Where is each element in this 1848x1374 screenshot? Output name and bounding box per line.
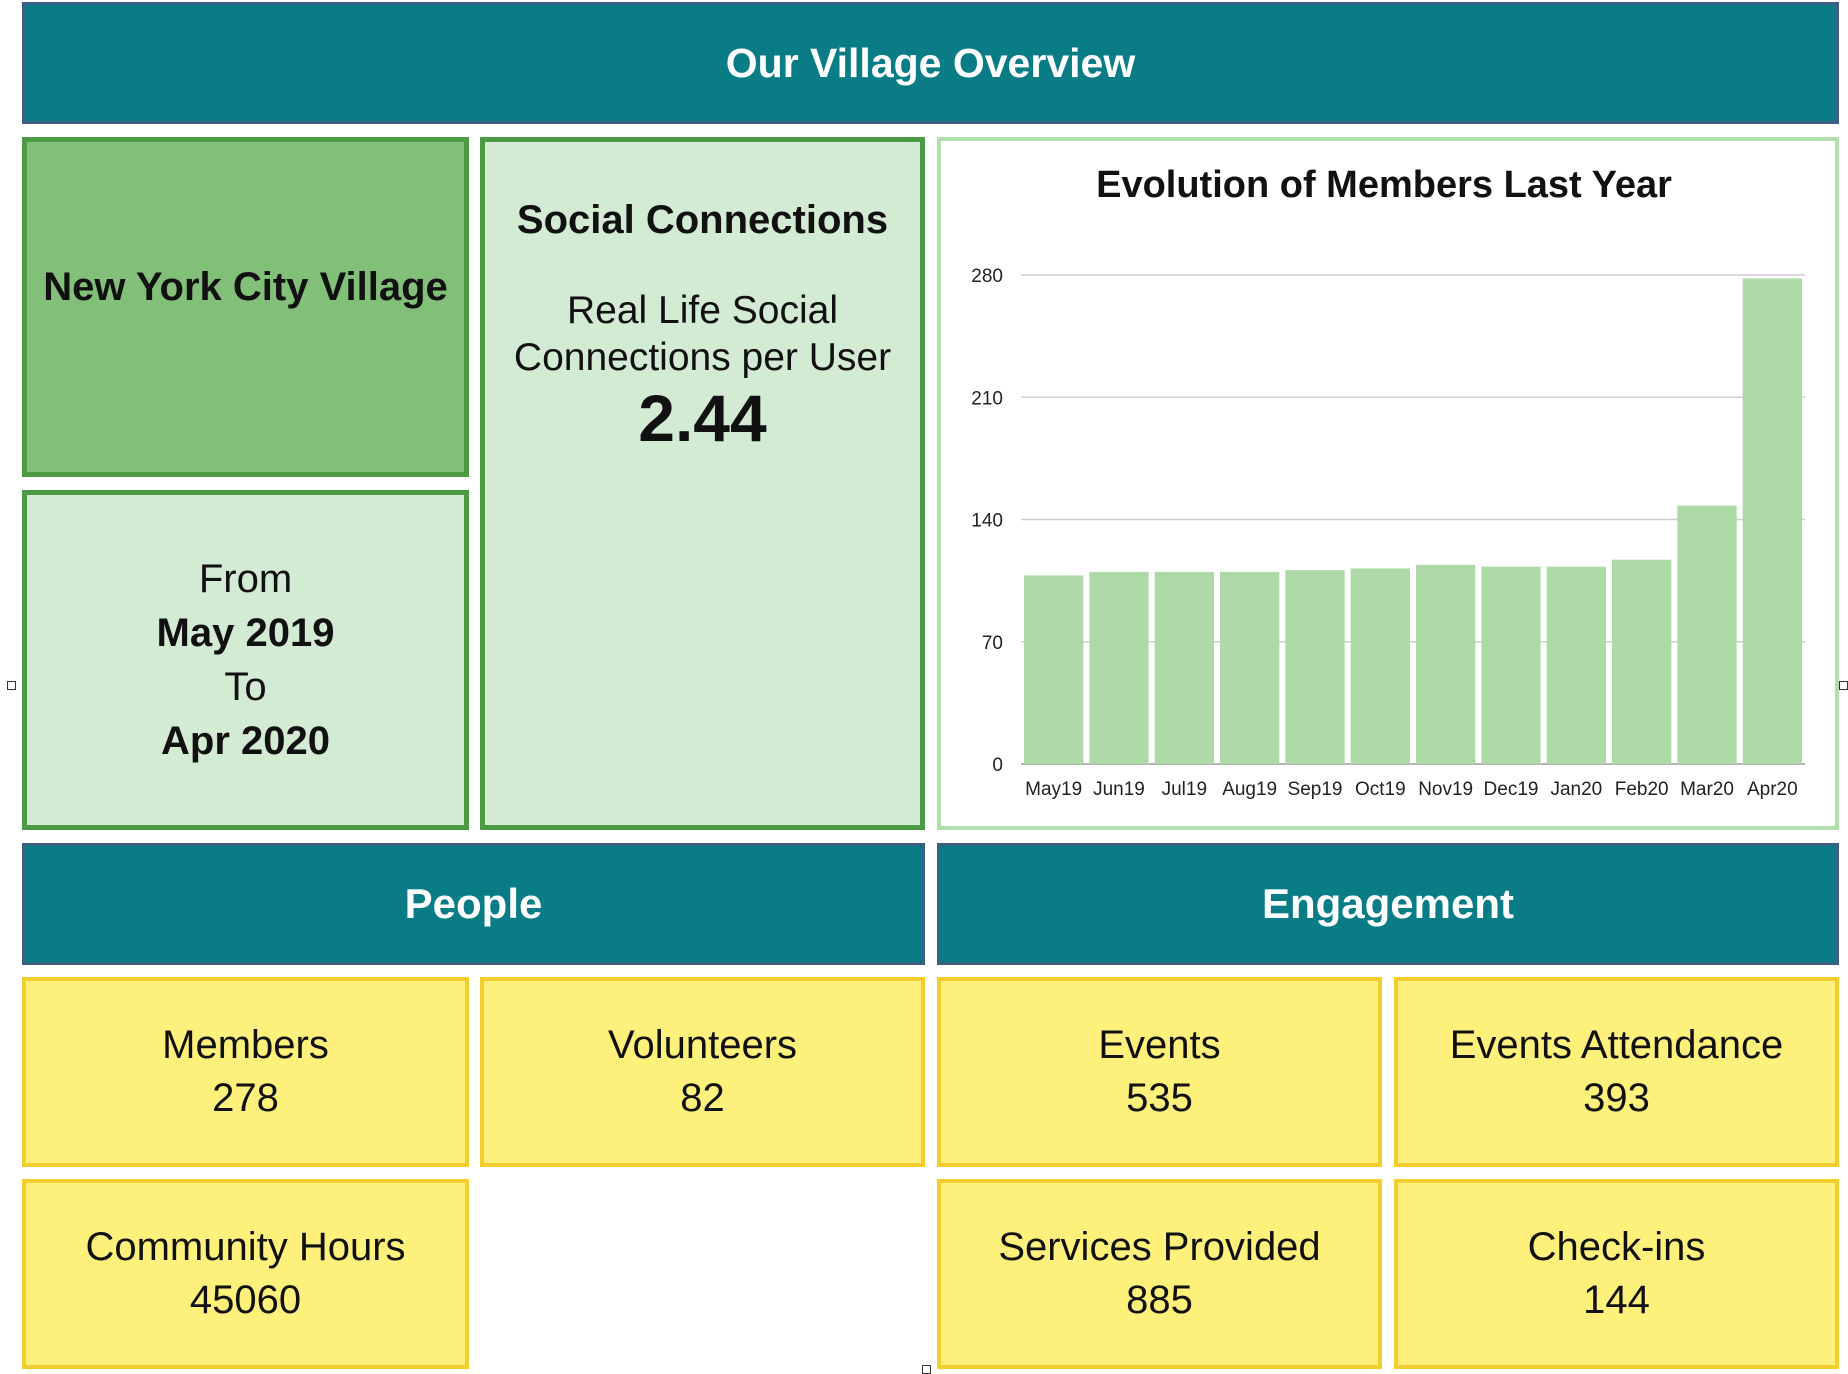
overview-header: Our Village Overview: [22, 2, 1839, 124]
engagement-section-header: Engagement: [937, 843, 1839, 965]
chart-title: Evolution of Members Last Year: [1096, 164, 1672, 206]
bar-feb20: [1612, 559, 1672, 764]
people-section-header: People: [22, 843, 925, 965]
date-range-card: From May 2019 To Apr 2020: [22, 490, 469, 830]
services-provided-label: Services Provided: [998, 1225, 1321, 1269]
engagement-section-title: Engagement: [1261, 880, 1515, 927]
x-tick-label: May19: [1025, 779, 1082, 800]
page-title: Our Village Overview: [725, 39, 1136, 86]
resize-handle-bottom[interactable]: [922, 1365, 931, 1374]
community-hours-label: Community Hours: [85, 1225, 406, 1269]
members-chart-card: Evolution of Members Last Year 0 70 140 210…: [937, 137, 1839, 830]
bar-jun19: [1089, 571, 1149, 764]
events-attendance-tile: Events Attendance 393: [1394, 977, 1839, 1167]
members-tile: Members 278: [22, 977, 469, 1167]
volunteers-tile: Volunteers 82: [480, 977, 925, 1167]
x-tick-label: Nov19: [1418, 779, 1473, 800]
x-tick-label: Jul19: [1162, 779, 1207, 800]
resize-handle-left[interactable]: [7, 681, 16, 690]
x-tick-label: Sep19: [1288, 779, 1343, 800]
bar-dec19: [1481, 566, 1541, 764]
x-tick-label: Oct19: [1355, 779, 1406, 800]
y-tick-label: 140: [971, 511, 1003, 532]
social-subtitle-line2: Connections per User: [513, 336, 892, 379]
x-tick-label: Feb20: [1615, 779, 1669, 800]
events-attendance-value: 393: [1583, 1076, 1650, 1120]
bar-may19: [1024, 575, 1084, 764]
volunteers-label: Volunteers: [607, 1023, 798, 1067]
village-name: New York City Village: [43, 264, 448, 309]
y-tick-label: 280: [971, 266, 1003, 287]
social-connections-card: Social Connections Real Life Social Conn…: [480, 137, 925, 830]
members-bar-chart: Evolution of Members Last Year 0 70 140 210…: [971, 164, 1805, 800]
members-value: 278: [212, 1076, 279, 1120]
x-tick-label: Apr20: [1747, 779, 1798, 800]
bar-jul19: [1154, 571, 1214, 764]
x-tick-label: Dec19: [1484, 779, 1539, 800]
to-date: Apr 2020: [161, 719, 330, 763]
village-name-card: New York City Village: [22, 137, 469, 477]
community-hours-tile: Community Hours 45060: [22, 1179, 469, 1369]
bar-jan20: [1546, 566, 1606, 764]
events-label: Events: [1098, 1023, 1221, 1067]
events-attendance-label: Events Attendance: [1449, 1023, 1784, 1067]
bar-mar20: [1677, 505, 1737, 764]
services-provided-value: 885: [1126, 1278, 1193, 1322]
to-label: To: [224, 665, 267, 709]
check-ins-value: 144: [1583, 1278, 1650, 1322]
events-tile: Events 535: [937, 977, 1382, 1167]
x-tick-label: Jun19: [1093, 779, 1145, 800]
x-tick-label: Jan20: [1550, 779, 1602, 800]
bar-sep19: [1285, 570, 1345, 764]
community-hours-value: 45060: [189, 1278, 302, 1322]
x-tick-label: Aug19: [1222, 779, 1277, 800]
bar-aug19: [1220, 571, 1280, 764]
y-tick-label: 0: [992, 755, 1003, 776]
members-label: Members: [162, 1023, 329, 1067]
y-tick-label: 70: [982, 633, 1003, 654]
social-value: 2.44: [638, 381, 767, 455]
from-label: From: [198, 557, 293, 601]
people-section-title: People: [404, 880, 543, 927]
bar-oct19: [1350, 568, 1410, 764]
y-tick-label: 210: [971, 388, 1003, 409]
volunteers-value: 82: [680, 1076, 725, 1120]
services-provided-tile: Services Provided 885: [937, 1179, 1382, 1369]
from-date: May 2019: [156, 611, 335, 655]
resize-handle-right[interactable]: [1839, 681, 1848, 690]
events-value: 535: [1126, 1076, 1193, 1120]
x-tick-label: Mar20: [1680, 779, 1734, 800]
bar-apr20: [1742, 278, 1802, 764]
social-title: Social Connections: [516, 198, 889, 242]
bar-nov19: [1416, 564, 1476, 764]
check-ins-label: Check-ins: [1527, 1225, 1706, 1269]
check-ins-tile: Check-ins 144: [1394, 1179, 1839, 1369]
social-subtitle-line1: Real Life Social: [567, 289, 838, 332]
